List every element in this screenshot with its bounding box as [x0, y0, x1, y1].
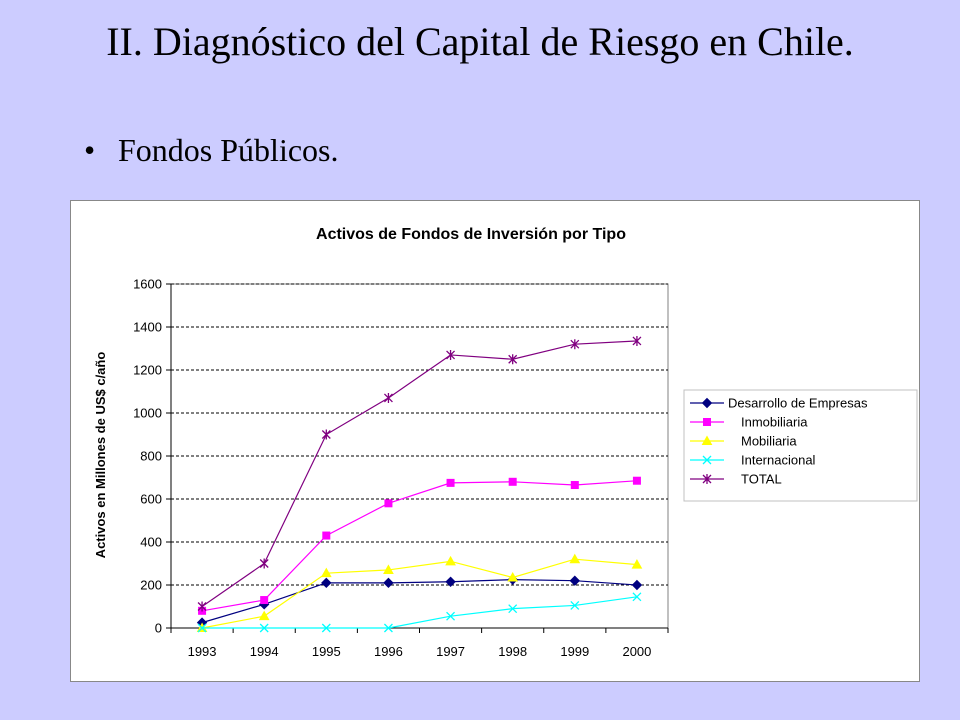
data-point-mobiliaria	[569, 553, 581, 564]
bullet-item: • Fondos Públicos.	[84, 130, 338, 170]
x-tick-label: 1999	[560, 644, 589, 659]
data-point-internacional	[197, 623, 207, 633]
bullet-dot: •	[84, 132, 96, 168]
legend-marker-mobiliaria	[701, 435, 713, 445]
x-tick-label: 2000	[622, 644, 651, 659]
data-point-internacional	[508, 604, 518, 614]
legend-marker-total	[702, 474, 712, 484]
data-point-inmobiliaria	[570, 481, 579, 490]
legend-label-mobiliaria: Mobiliaria	[741, 434, 797, 449]
legend-box	[683, 389, 918, 502]
y-tick-label: 1400	[133, 320, 162, 335]
line-chart: Activos de Fondos de Inversión por Tipo …	[93, 226, 918, 659]
data-point-internacional	[383, 623, 393, 633]
data-point-desarrollo-de-empresas	[569, 575, 581, 586]
x-tick-label: 1993	[188, 644, 217, 659]
data-point-inmobiliaria	[260, 596, 269, 605]
y-tick-label: 0	[155, 621, 162, 636]
y-tick-label: 1600	[133, 277, 162, 292]
series-line-internacional	[202, 596, 638, 629]
bullet-text: Fondos Públicos.	[118, 132, 339, 168]
data-point-desarrollo-de-empresas	[383, 577, 394, 589]
y-tick-label: 200	[140, 578, 162, 593]
data-point-internacional	[446, 611, 456, 621]
data-point-total	[383, 392, 393, 403]
y-tick-label: 1000	[133, 406, 162, 421]
data-point-total	[321, 429, 331, 440]
y-axis-label: Activos en Millones de US$ c/año	[93, 352, 108, 559]
y-tick-label: 400	[140, 535, 162, 550]
data-point-total	[259, 558, 269, 569]
legend-marker-desarrollo-de-empresas	[701, 397, 713, 409]
x-tick-label: 1995	[312, 644, 341, 659]
legend-label-total: TOTAL	[741, 472, 782, 487]
data-point-mobiliaria	[258, 610, 270, 621]
data-point-mobiliaria	[631, 559, 643, 569]
data-point-inmobiliaria	[508, 477, 517, 486]
series-line-inmobiliaria	[201, 480, 637, 612]
data-point-desarrollo-de-empresas	[321, 577, 332, 589]
y-tick-label: 600	[140, 492, 162, 507]
data-point-total	[632, 335, 642, 346]
data-point-mobiliaria	[445, 555, 456, 566]
data-point-total	[508, 354, 518, 365]
data-point-total	[570, 339, 580, 350]
legend-label-desarrollo-de-empresas: Desarrollo de Empresas	[728, 396, 868, 411]
data-point-total	[446, 349, 456, 360]
series-line-mobiliaria	[201, 558, 637, 629]
y-tick-label: 1200	[133, 363, 162, 378]
data-point-mobiliaria	[507, 571, 519, 582]
data-point-mobiliaria	[320, 567, 332, 578]
data-point-desarrollo-de-empresas	[631, 579, 643, 591]
data-point-inmobiliaria	[384, 499, 393, 508]
data-point-inmobiliaria	[632, 476, 641, 485]
legend-marker-inmobiliaria	[703, 418, 711, 426]
x-tick-label: 1998	[498, 644, 527, 659]
x-tick-label: 1997	[436, 644, 465, 659]
data-point-inmobiliaria	[322, 531, 331, 540]
x-tick-label: 1994	[250, 644, 279, 659]
data-point-internacional	[570, 600, 580, 610]
x-tick-label: 1996	[374, 644, 403, 659]
series-line-desarrollo-de-empresas	[201, 579, 637, 624]
slide-title: II. Diagnóstico del Capital de Riesgo en…	[106, 19, 854, 64]
data-point-desarrollo-de-empresas	[445, 576, 456, 587]
data-point-total	[197, 601, 207, 612]
data-point-inmobiliaria	[446, 478, 455, 487]
y-tick-label: 800	[140, 449, 162, 464]
data-point-internacional	[321, 623, 331, 633]
legend-label-inmobiliaria: Inmobiliaria	[741, 415, 808, 430]
chart-frame: Activos de Fondos de Inversión por Tipo …	[70, 200, 920, 682]
chart-title: Activos de Fondos de Inversión por Tipo	[316, 226, 626, 243]
legend-label-internacional: Internacional	[741, 453, 816, 468]
series-line-total	[201, 340, 637, 607]
data-point-mobiliaria	[383, 564, 394, 574]
data-point-internacional	[632, 592, 642, 602]
data-point-internacional	[259, 623, 269, 633]
legend-marker-internacional	[702, 455, 712, 465]
